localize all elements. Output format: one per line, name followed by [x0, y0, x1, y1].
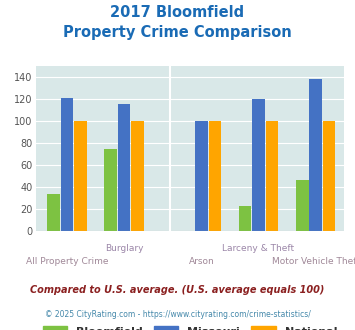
- Bar: [239, 206, 251, 231]
- Text: Larceny & Theft: Larceny & Theft: [223, 244, 295, 253]
- Bar: [118, 105, 130, 231]
- Text: All Property Crime: All Property Crime: [26, 257, 108, 266]
- Bar: [310, 79, 322, 231]
- Bar: [104, 148, 117, 231]
- Legend: Bloomfield, Missouri, National: Bloomfield, Missouri, National: [43, 326, 337, 330]
- Text: Arson: Arson: [189, 257, 214, 266]
- Bar: [252, 99, 265, 231]
- Text: Motor Vehicle Theft: Motor Vehicle Theft: [272, 257, 355, 266]
- Bar: [323, 121, 335, 231]
- Bar: [74, 121, 87, 231]
- Bar: [61, 98, 73, 231]
- Text: Burglary: Burglary: [105, 244, 143, 253]
- Text: Compared to U.S. average. (U.S. average equals 100): Compared to U.S. average. (U.S. average …: [30, 285, 325, 295]
- Bar: [208, 121, 221, 231]
- Text: Property Crime Comparison: Property Crime Comparison: [63, 25, 292, 40]
- Text: © 2025 CityRating.com - https://www.cityrating.com/crime-statistics/: © 2025 CityRating.com - https://www.city…: [45, 310, 310, 318]
- Bar: [195, 121, 208, 231]
- Bar: [266, 121, 278, 231]
- Bar: [131, 121, 144, 231]
- Bar: [47, 194, 60, 231]
- Bar: [296, 181, 308, 231]
- Text: 2017 Bloomfield: 2017 Bloomfield: [110, 5, 245, 20]
